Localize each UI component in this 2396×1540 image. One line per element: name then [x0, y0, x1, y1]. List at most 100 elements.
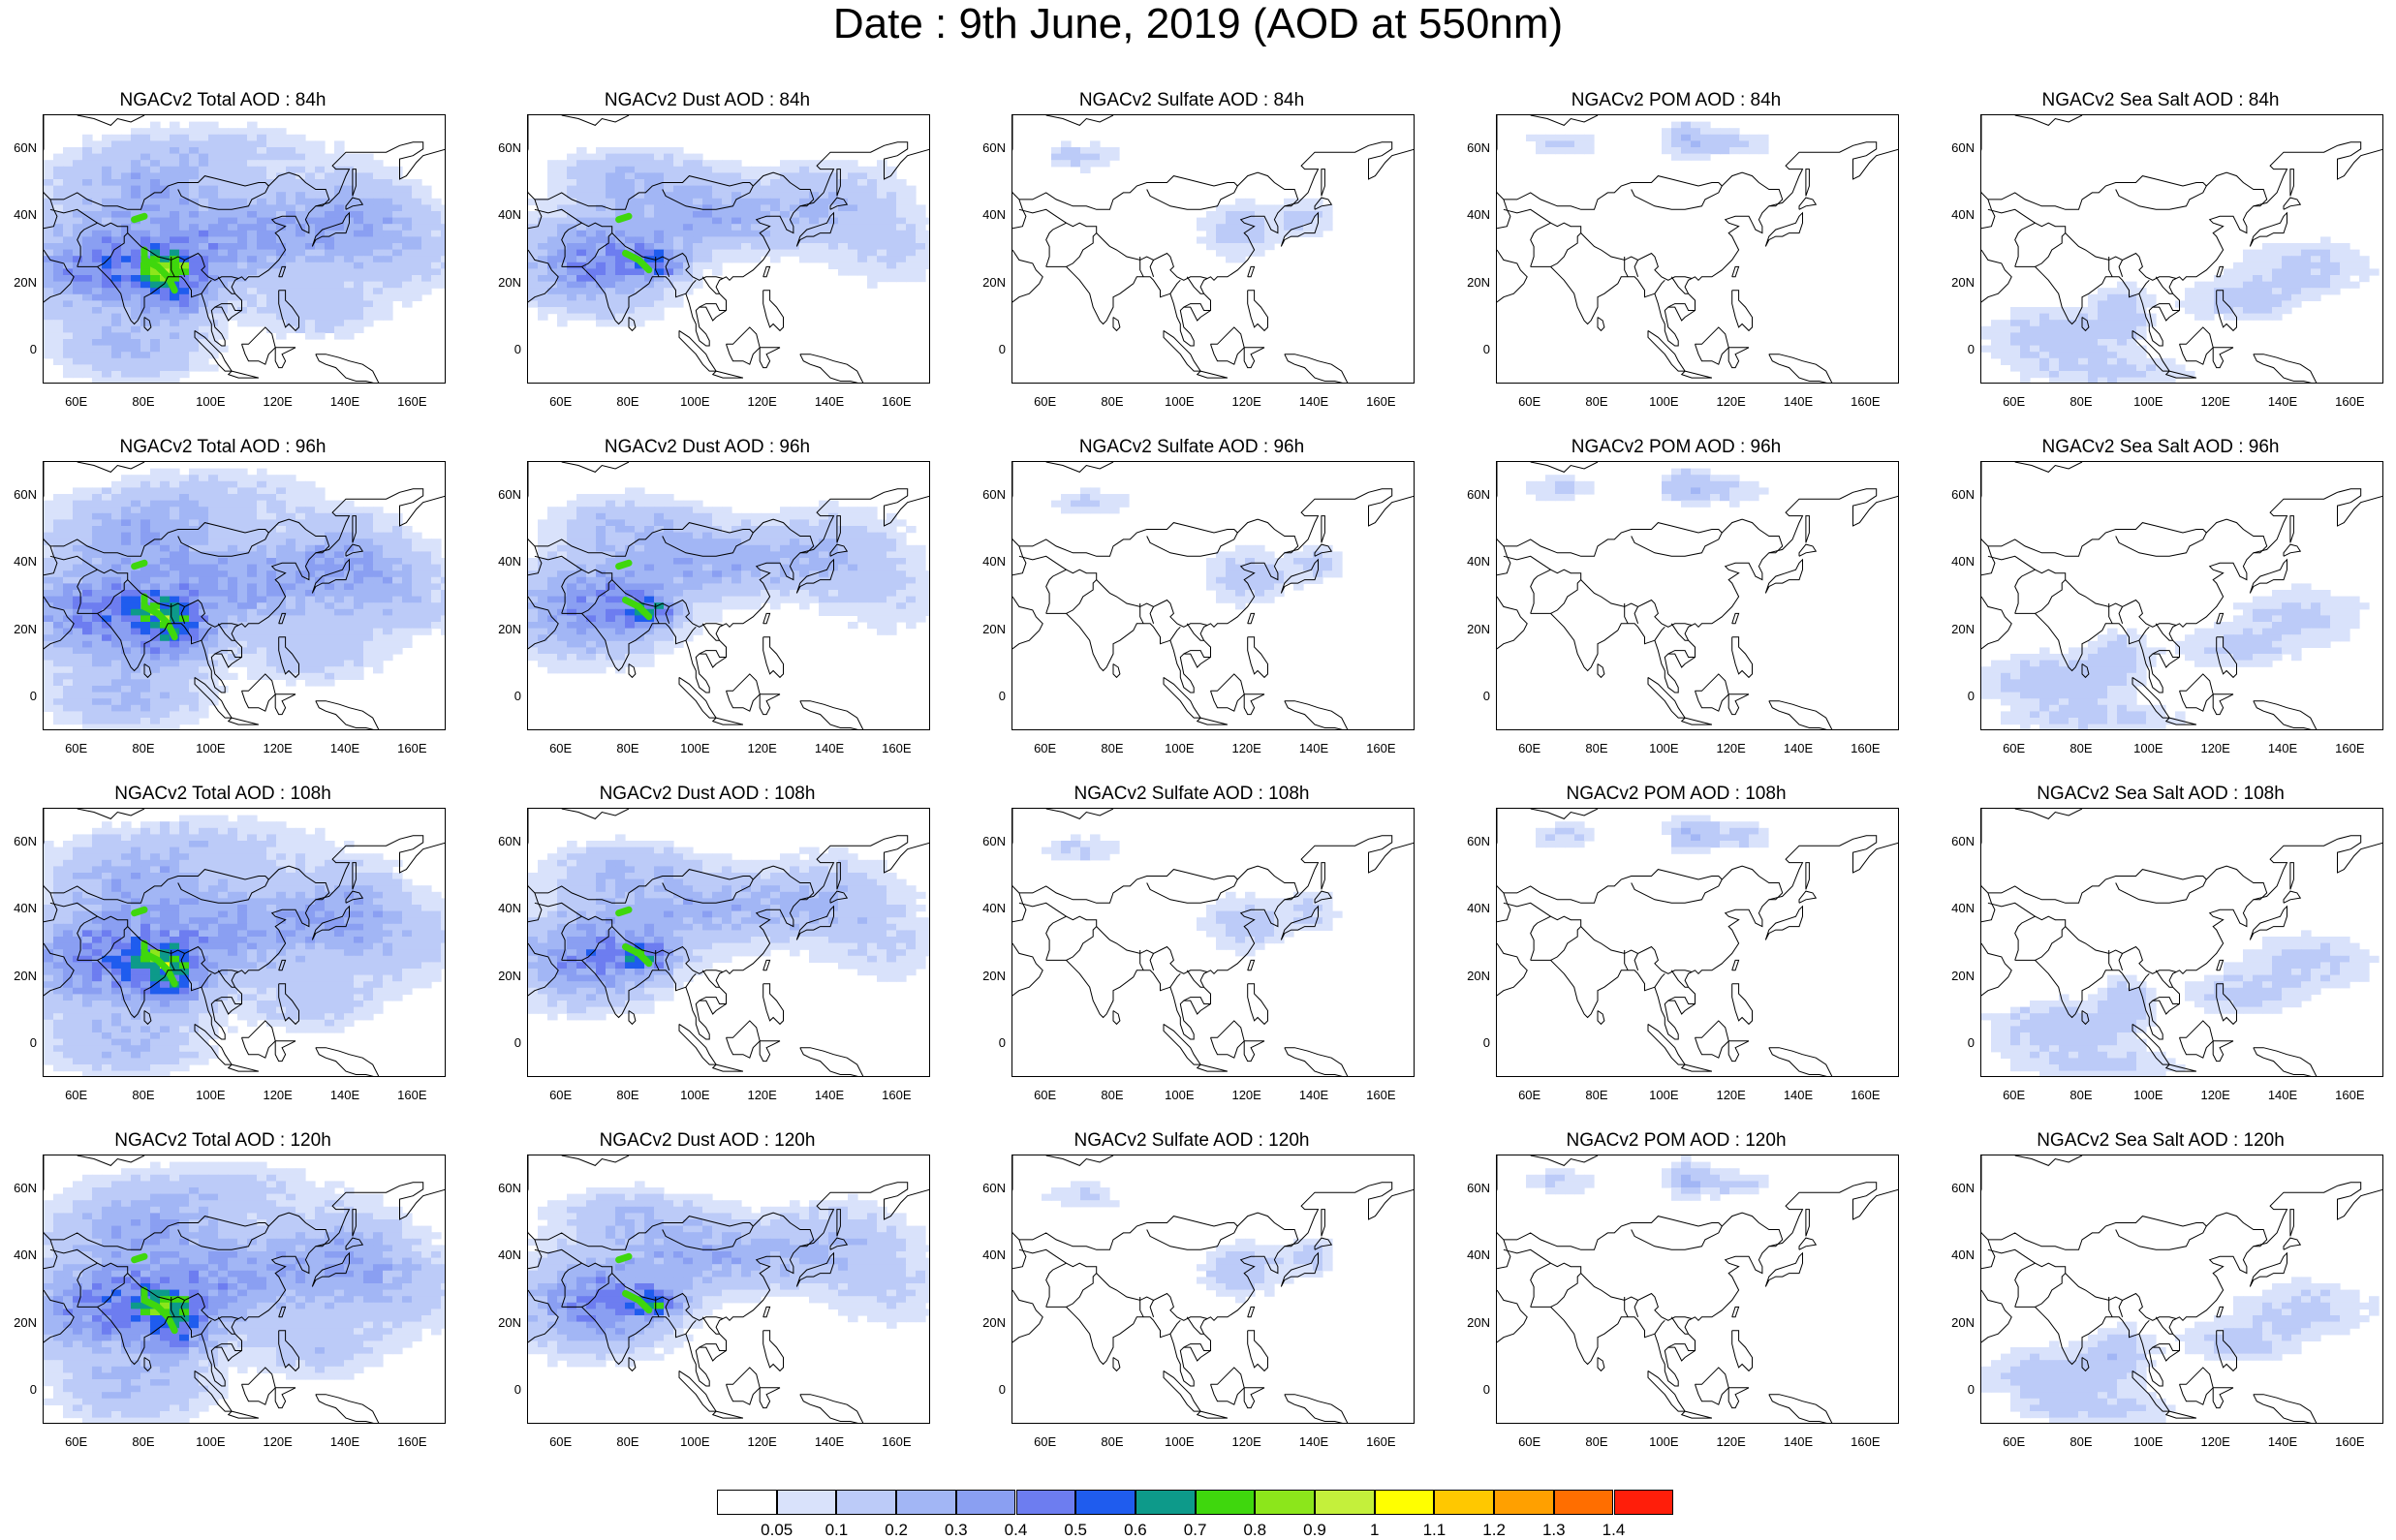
aod-field	[1497, 115, 1899, 384]
colorbar-label: 0.6	[1116, 1521, 1155, 1540]
x-tick-label: 140E	[326, 1435, 364, 1449]
y-tick-label: 40N	[0, 208, 37, 222]
aod-cells	[1526, 122, 1769, 161]
x-tick-label: 120E	[743, 1089, 782, 1102]
panel-title: NGACv2 Total AOD : 84h	[0, 89, 446, 112]
x-tick-label: 160E	[392, 1435, 431, 1449]
x-tick-label: 100E	[675, 395, 714, 409]
y-tick-label: 40N	[484, 208, 521, 222]
aod-cells	[1536, 816, 1769, 854]
map-plot-area	[527, 808, 930, 1077]
y-tick-label: 0	[969, 1036, 1006, 1050]
x-tick-label: 140E	[2263, 1435, 2302, 1449]
aod-cells	[1051, 140, 1333, 262]
y-tick-label: 20N	[0, 1316, 37, 1330]
colorbar-box	[1375, 1490, 1435, 1515]
x-tick-label: 140E	[2263, 395, 2302, 409]
map-plot-area	[1011, 808, 1415, 1077]
y-tick-label: 60N	[1938, 488, 1975, 502]
x-tick-label: 100E	[675, 1435, 714, 1449]
map-plot-area	[43, 114, 446, 384]
y-tick-label: 60N	[1453, 835, 1490, 848]
x-tick-label: 160E	[392, 395, 431, 409]
colorbar-label: 1.2	[1475, 1521, 1513, 1540]
y-tick-label: 0	[1453, 1383, 1490, 1397]
panel-title: NGACv2 Total AOD : 96h	[0, 436, 446, 459]
x-tick-label: 120E	[743, 395, 782, 409]
x-tick-label: 80E	[1577, 1089, 1616, 1102]
y-tick-label: 0	[484, 1036, 521, 1050]
panel-title: NGACv2 Total AOD : 108h	[0, 783, 446, 806]
y-tick-label: 20N	[1453, 1316, 1490, 1330]
panel-title: NGACv2 Sulfate AOD : 120h	[969, 1129, 1415, 1153]
x-tick-label: 160E	[1361, 1435, 1400, 1449]
x-tick-label: 140E	[1779, 1089, 1818, 1102]
y-tick-label: 0	[0, 1383, 37, 1397]
x-tick-label: 100E	[1160, 742, 1198, 755]
y-tick-label: 20N	[1453, 623, 1490, 636]
y-tick-label: 20N	[969, 623, 1006, 636]
x-tick-label: 140E	[326, 395, 364, 409]
x-tick-label: 160E	[1846, 742, 1884, 755]
x-tick-label: 80E	[608, 1089, 647, 1102]
x-tick-label: 80E	[124, 1089, 163, 1102]
y-tick-label: 40N	[1938, 1248, 1975, 1262]
x-tick-label: 100E	[2129, 742, 2167, 755]
y-tick-label: 60N	[0, 835, 37, 848]
y-tick-label: 40N	[1938, 902, 1975, 915]
x-tick-label: 100E	[2129, 395, 2167, 409]
y-tick-label: 0	[1938, 1383, 1975, 1397]
colorbar-label: 0.1	[817, 1521, 856, 1540]
x-tick-label: 80E	[1577, 1435, 1616, 1449]
hotspot	[619, 909, 629, 912]
aod-field	[1497, 809, 1899, 1077]
y-tick-label: 60N	[1938, 1182, 1975, 1195]
y-tick-label: 0	[1938, 690, 1975, 703]
x-tick-label: 60E	[57, 1089, 96, 1102]
map-plot-area	[1011, 461, 1415, 730]
aod-cells	[1526, 469, 1769, 508]
y-tick-label: 40N	[0, 902, 37, 915]
x-tick-label: 140E	[1294, 1435, 1333, 1449]
x-tick-label: 100E	[2129, 1435, 2167, 1449]
x-tick-label: 160E	[392, 742, 431, 755]
x-tick-label: 120E	[1228, 395, 1266, 409]
aod-field	[1012, 1155, 1415, 1424]
x-tick-label: 100E	[1644, 395, 1683, 409]
y-tick-label: 0	[0, 1036, 37, 1050]
y-tick-label: 0	[1453, 1036, 1490, 1050]
colorbar-label: 1.1	[1415, 1521, 1453, 1540]
y-tick-label: 60N	[969, 488, 1006, 502]
map-plot-area	[1496, 114, 1899, 384]
x-tick-label: 120E	[1228, 742, 1266, 755]
hotspot	[135, 909, 144, 912]
y-tick-label: 40N	[969, 902, 1006, 915]
map-plot-area	[1980, 461, 2383, 730]
y-tick-label: 60N	[1453, 488, 1490, 502]
panel-title: NGACv2 Dust AOD : 96h	[484, 436, 930, 459]
panel-title: NGACv2 Sea Salt AOD : 84h	[1938, 89, 2383, 112]
x-tick-label: 80E	[1577, 742, 1616, 755]
map-plot-area	[1980, 114, 2383, 384]
x-tick-label: 80E	[124, 395, 163, 409]
colorbar-box	[1016, 1490, 1076, 1515]
x-tick-label: 100E	[675, 742, 714, 755]
map-plot-area	[1980, 1155, 2383, 1424]
aod-field	[44, 462, 446, 730]
x-tick-label: 100E	[1160, 395, 1198, 409]
x-tick-label: 60E	[1510, 1089, 1549, 1102]
colorbar-label: 1.4	[1595, 1521, 1634, 1540]
panel-title: NGACv2 Sea Salt AOD : 96h	[1938, 436, 2383, 459]
panel-title: NGACv2 Sulfate AOD : 84h	[969, 89, 1415, 112]
aod-field	[1012, 809, 1415, 1077]
hotspot	[619, 1256, 629, 1259]
colorbar-box	[1434, 1490, 1494, 1515]
x-tick-label: 160E	[877, 1435, 916, 1449]
x-tick-label: 120E	[743, 1435, 782, 1449]
x-tick-label: 140E	[810, 395, 849, 409]
